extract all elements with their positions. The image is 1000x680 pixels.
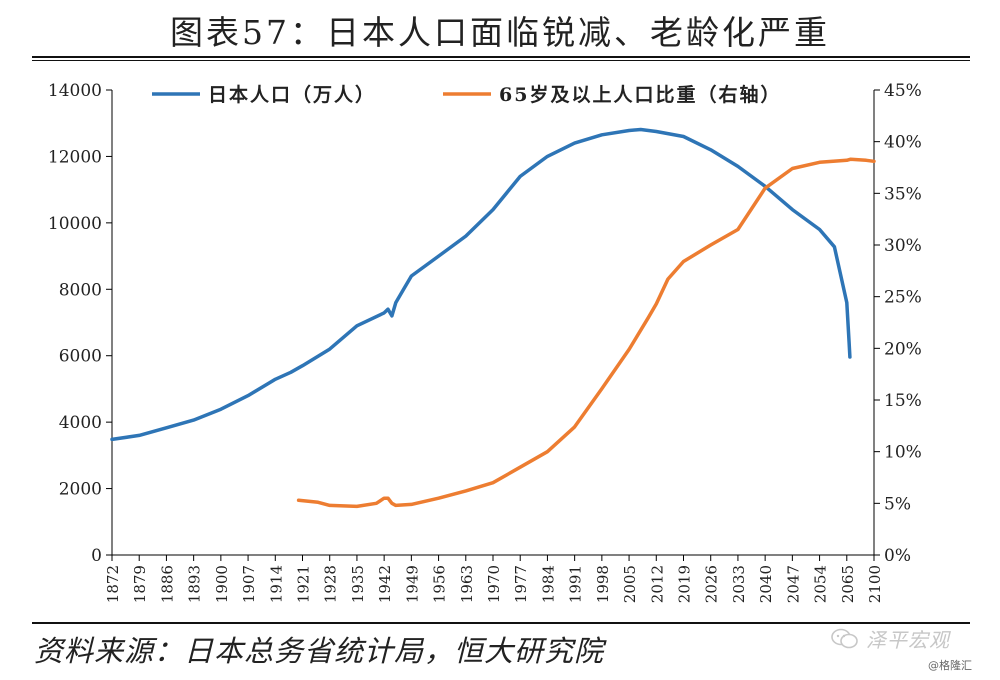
watermark-sub: @格隆汇 [928, 659, 972, 672]
x-tick-label: 1984 [539, 565, 557, 603]
series-layer [110, 127, 876, 509]
x-tick-label: 1991 [567, 565, 585, 603]
x-tick-label: 2005 [621, 565, 639, 603]
x-tick-label: 1893 [186, 565, 204, 603]
y-left-tick-label: 4000 [59, 413, 102, 433]
x-tick-label: 2033 [730, 565, 748, 603]
y-right-tick-label: 30% [884, 236, 922, 256]
y-left-tick-label: 10000 [48, 214, 102, 234]
y-right-tick-label: 40% [884, 133, 922, 153]
x-tick-label: 1935 [349, 565, 367, 603]
y-left-tick-label: 2000 [59, 480, 102, 500]
y-right-tick-label: 15% [884, 391, 922, 411]
watermark-text: 泽平宏观 [866, 628, 950, 652]
wechat-icon [831, 628, 858, 648]
top-rule [32, 56, 970, 58]
y-right-tick-label: 20% [884, 339, 922, 359]
x-tick-label: 1998 [594, 565, 612, 603]
x-tick-label: 1970 [485, 565, 503, 603]
x-tick-label: 1956 [431, 565, 449, 603]
y-left-tick-label: 6000 [59, 347, 102, 367]
x-tick-label: 2026 [703, 565, 721, 603]
y-left-tick-label: 8000 [59, 280, 102, 300]
y-right-tick-label: 35% [884, 184, 922, 204]
x-tick-label: 2019 [676, 565, 694, 603]
source-note: 资料来源：日本总务省统计局，恒大研究院 [34, 634, 605, 668]
x-tick-label: 1928 [322, 565, 340, 603]
x-tick-label: 1907 [240, 565, 258, 603]
x-tick-label: 2047 [784, 565, 802, 603]
x-tick-label: 1886 [158, 565, 176, 603]
series-line-population [110, 127, 852, 442]
x-tick-label: 1949 [403, 565, 421, 603]
y-right-tick-label: 10% [884, 443, 922, 463]
series-line-elderly-share [296, 157, 876, 509]
x-tick-label: 1977 [512, 565, 530, 603]
x-tick-label: 2054 [812, 565, 830, 603]
x-tick-label: 2012 [648, 565, 666, 603]
y-right-tick-label: 25% [884, 288, 922, 308]
chart-title: 图表57：日本人口面临锐减、老龄化严重 [170, 13, 830, 52]
top-rule-thin [32, 60, 970, 61]
y-right-tick-label: 45% [884, 81, 922, 101]
population-chart: 0 2000 4000 6000 8000 10000 12000 14000 0% 5% 10% 1… [48, 81, 922, 603]
bottom-rule [32, 622, 970, 624]
x-tick-label: 2100 [866, 565, 884, 603]
watermark: 泽平宏观 [830, 624, 950, 653]
y-right-tick-label: 0% [884, 546, 911, 566]
x-tick-label: 1914 [267, 565, 285, 603]
x-tick-label: 2065 [839, 565, 857, 603]
x-tick-label: 1942 [376, 565, 394, 603]
y-right-tick-label: 5% [884, 494, 911, 514]
y-left-tick-label: 0 [91, 546, 102, 566]
y-left-tick-label: 14000 [48, 81, 102, 101]
legend-elderly-share-label: 65岁及以上人口比重（右轴） [499, 83, 781, 106]
y-left-tick-label: 12000 [48, 147, 102, 167]
axes-layer: 0 2000 4000 6000 8000 10000 12000 14000 0% 5% 10% 1… [48, 81, 922, 603]
legend: 日本人口（万人） 65岁及以上人口比重（右轴） [152, 83, 781, 106]
x-tick-label: 1963 [458, 565, 476, 603]
x-tick-label: 1921 [295, 565, 313, 603]
x-tick-label: 1879 [131, 565, 149, 603]
x-tick-label: 1900 [213, 565, 231, 603]
x-tick-label: 2040 [757, 565, 775, 603]
x-tick-label: 1872 [104, 565, 122, 603]
legend-population-label: 日本人口（万人） [208, 83, 376, 106]
